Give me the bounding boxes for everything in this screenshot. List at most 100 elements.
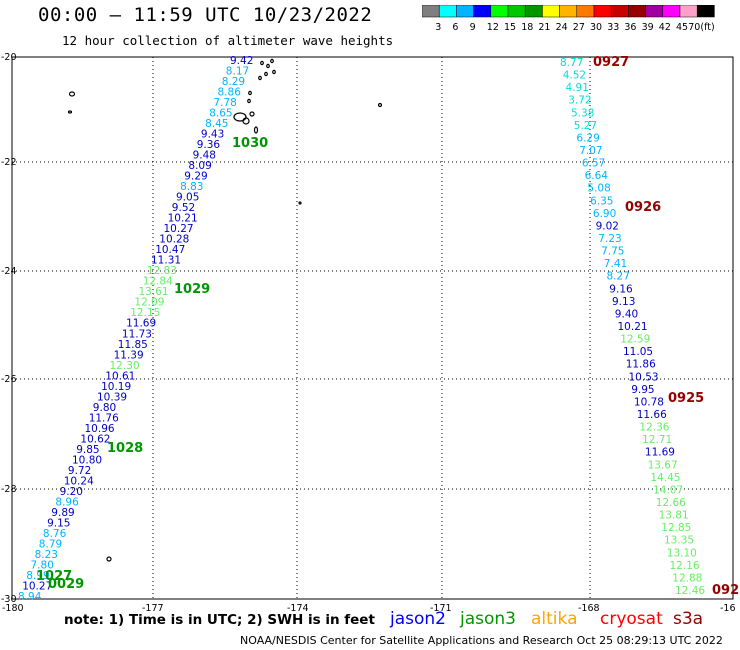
colorbar-tick-label: 27: [573, 22, 585, 33]
east-track-swh-label: 7.41: [604, 258, 627, 270]
east-track-swh-label: 7.23: [598, 233, 621, 245]
x-axis-tick-label: -16: [720, 603, 736, 614]
east-track-swh-label: 13.67: [648, 459, 678, 471]
pass-time-label: 1030: [232, 136, 268, 151]
west-track-swh-label: 9.29: [184, 171, 207, 183]
west-track-swh-label: 9.36: [197, 139, 221, 151]
east-track-swh-label: 5.38: [571, 107, 594, 119]
east-track-swh-label: 12.85: [661, 522, 691, 534]
west-track-swh-label: 10.80: [72, 454, 102, 466]
west-track-swh-label: 10.39: [97, 391, 127, 403]
west-track-swh-label: 12.15: [130, 307, 160, 319]
east-track-swh-label: 10.78: [634, 396, 664, 408]
east-track-swh-label: 4.91: [566, 82, 589, 94]
legend-cryosat: cryosat: [600, 609, 663, 629]
west-track-swh-label: 11.69: [126, 318, 156, 330]
x-axis-tick-label: -177: [142, 603, 164, 614]
island-outline: [258, 75, 262, 81]
west-track-swh-label: 8.17: [226, 66, 249, 78]
pass-time-label: 1028: [107, 441, 143, 456]
east-track-swh-label: 9.13: [612, 296, 635, 308]
pass-time-label: 0927: [593, 55, 629, 70]
west-track-swh-label: 8.79: [39, 539, 62, 551]
east-track-swh-label: 7.75: [601, 246, 624, 258]
island-outline: [266, 63, 270, 69]
west-track-swh-label: 9.85: [76, 444, 99, 456]
east-track-swh-label: 8.27: [607, 271, 630, 283]
east-track-swh-label: 10.21: [618, 321, 648, 333]
island-outline: [106, 556, 112, 562]
west-track-swh-label: 10.21: [168, 213, 198, 225]
island-outline: [67, 110, 73, 114]
west-track-swh-label: 12.83: [147, 265, 177, 277]
pass-time-label: 092: [712, 583, 739, 598]
pass-time-label: 1029: [174, 282, 210, 297]
x-axis-tick-label: -174: [287, 603, 309, 614]
colorbar-tick-label: 70: [688, 22, 700, 33]
pass-time-label: 1027: [36, 569, 72, 584]
colorbar-tick-label: 42: [659, 22, 671, 33]
colorbar-tick-label: 3: [435, 22, 441, 33]
east-track-swh-label: 11.86: [626, 359, 656, 371]
east-track-swh-label: 13.81: [659, 510, 689, 522]
y-axis-tick-label: -20: [1, 52, 17, 63]
west-track-swh-label: 8.09: [188, 160, 211, 172]
west-track-swh-label: 10.61: [105, 370, 135, 382]
legend-altika: altika: [531, 609, 578, 629]
colorbar-tick-label: 33: [607, 22, 619, 33]
east-track-swh-label: 9.40: [615, 308, 638, 320]
legend-jason2: jason2: [390, 609, 446, 629]
x-axis-tick-label: -168: [578, 603, 600, 614]
east-track-swh-label: 12.71: [642, 434, 672, 446]
island-outline: [272, 69, 276, 75]
east-track-swh-label: 11.69: [645, 447, 675, 459]
west-track-swh-label: 8.45: [205, 118, 228, 130]
colorbar-tick-label: 6: [452, 22, 458, 33]
east-track-swh-label: 12.16: [670, 560, 700, 572]
colorbar-tick-label: 39: [642, 22, 654, 33]
west-track-swh-label: 8.83: [180, 181, 203, 193]
west-track-swh-label: 10.47: [155, 244, 185, 256]
wave-height-colorbar: 3 6 9 12 15 18 21 24 27 30 33 36 39 42 45 70 (ft): [422, 5, 715, 33]
east-track-swh-label: 14.07: [653, 484, 683, 496]
east-track-swh-label: 4.52: [563, 70, 586, 82]
west-track-swh-label: 10.24: [64, 475, 94, 487]
pass-time-label: 0029: [48, 577, 84, 592]
east-track-swh-label: 12.88: [672, 572, 702, 584]
east-track-swh-label: 8.77: [560, 57, 583, 69]
colorbar-tick-label: 18: [521, 22, 533, 33]
east-track-swh-label: 12.46: [675, 585, 705, 597]
island-outline: [253, 126, 259, 134]
east-track-swh-label: 14.45: [650, 472, 680, 484]
colorbar-swatch: [696, 5, 715, 18]
west-track-swh-label: 8.94: [18, 591, 42, 603]
west-track-swh-label: 7.80: [31, 560, 54, 572]
west-track-swh-label: 12.09: [134, 297, 164, 309]
colorbar-tick-label: 36: [624, 22, 636, 33]
east-track-swh-label: 11.66: [637, 409, 667, 421]
east-track-swh-label: 6.57: [582, 158, 605, 170]
west-track-swh-label: 10.27: [22, 581, 52, 593]
west-track-swh-label: 9.80: [93, 402, 116, 414]
x-axis-tick-label: -171: [430, 603, 452, 614]
west-track-swh-label: 10.28: [159, 234, 189, 246]
west-track-swh-label: 10.19: [101, 381, 131, 393]
east-track-swh-label: 3.72: [568, 95, 591, 107]
island-outline: [233, 112, 247, 122]
pass-time-label: 0925: [668, 391, 704, 406]
west-track-swh-label: 11.31: [151, 255, 181, 267]
east-track-swh-label: 9.95: [631, 384, 654, 396]
west-track-swh-label: 7.78: [213, 97, 236, 109]
legend-s3a: s3a: [673, 609, 704, 629]
west-track-swh-label: 9.89: [51, 507, 74, 519]
west-track-swh-label: 9.48: [193, 150, 216, 162]
island-outline: [68, 91, 76, 97]
east-track-swh-label: 5.27: [574, 120, 597, 132]
east-track-swh-label: 7.07: [579, 145, 602, 157]
island-outline: [249, 111, 255, 117]
island-outline: [260, 60, 264, 66]
colorbar-unit-label: (ft): [700, 22, 714, 33]
west-track-swh-label: 9.72: [68, 465, 91, 477]
east-track-swh-label: 6.90: [593, 208, 616, 220]
